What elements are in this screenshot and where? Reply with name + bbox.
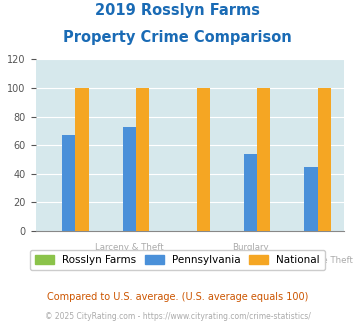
Text: Motor Vehicle Theft: Motor Vehicle Theft — [269, 256, 353, 265]
Text: © 2025 CityRating.com - https://www.cityrating.com/crime-statistics/: © 2025 CityRating.com - https://www.city… — [45, 312, 310, 321]
Text: Larceny & Theft: Larceny & Theft — [95, 243, 164, 251]
Text: Burglary: Burglary — [232, 243, 269, 251]
Bar — [62, 135, 76, 231]
Text: Property Crime Comparison: Property Crime Comparison — [63, 30, 292, 45]
Bar — [257, 88, 271, 231]
Bar — [76, 88, 89, 231]
Text: Arson: Arson — [178, 256, 202, 265]
Bar — [123, 127, 136, 231]
Legend: Rosslyn Farms, Pennsylvania, National: Rosslyn Farms, Pennsylvania, National — [30, 250, 325, 270]
Text: 2019 Rosslyn Farms: 2019 Rosslyn Farms — [95, 3, 260, 18]
Bar — [197, 88, 210, 231]
Bar — [318, 88, 331, 231]
Text: All Property Crime: All Property Crime — [30, 256, 108, 265]
Bar — [244, 154, 257, 231]
Text: Compared to U.S. average. (U.S. average equals 100): Compared to U.S. average. (U.S. average … — [47, 292, 308, 302]
Bar — [136, 88, 149, 231]
Bar — [304, 167, 318, 231]
